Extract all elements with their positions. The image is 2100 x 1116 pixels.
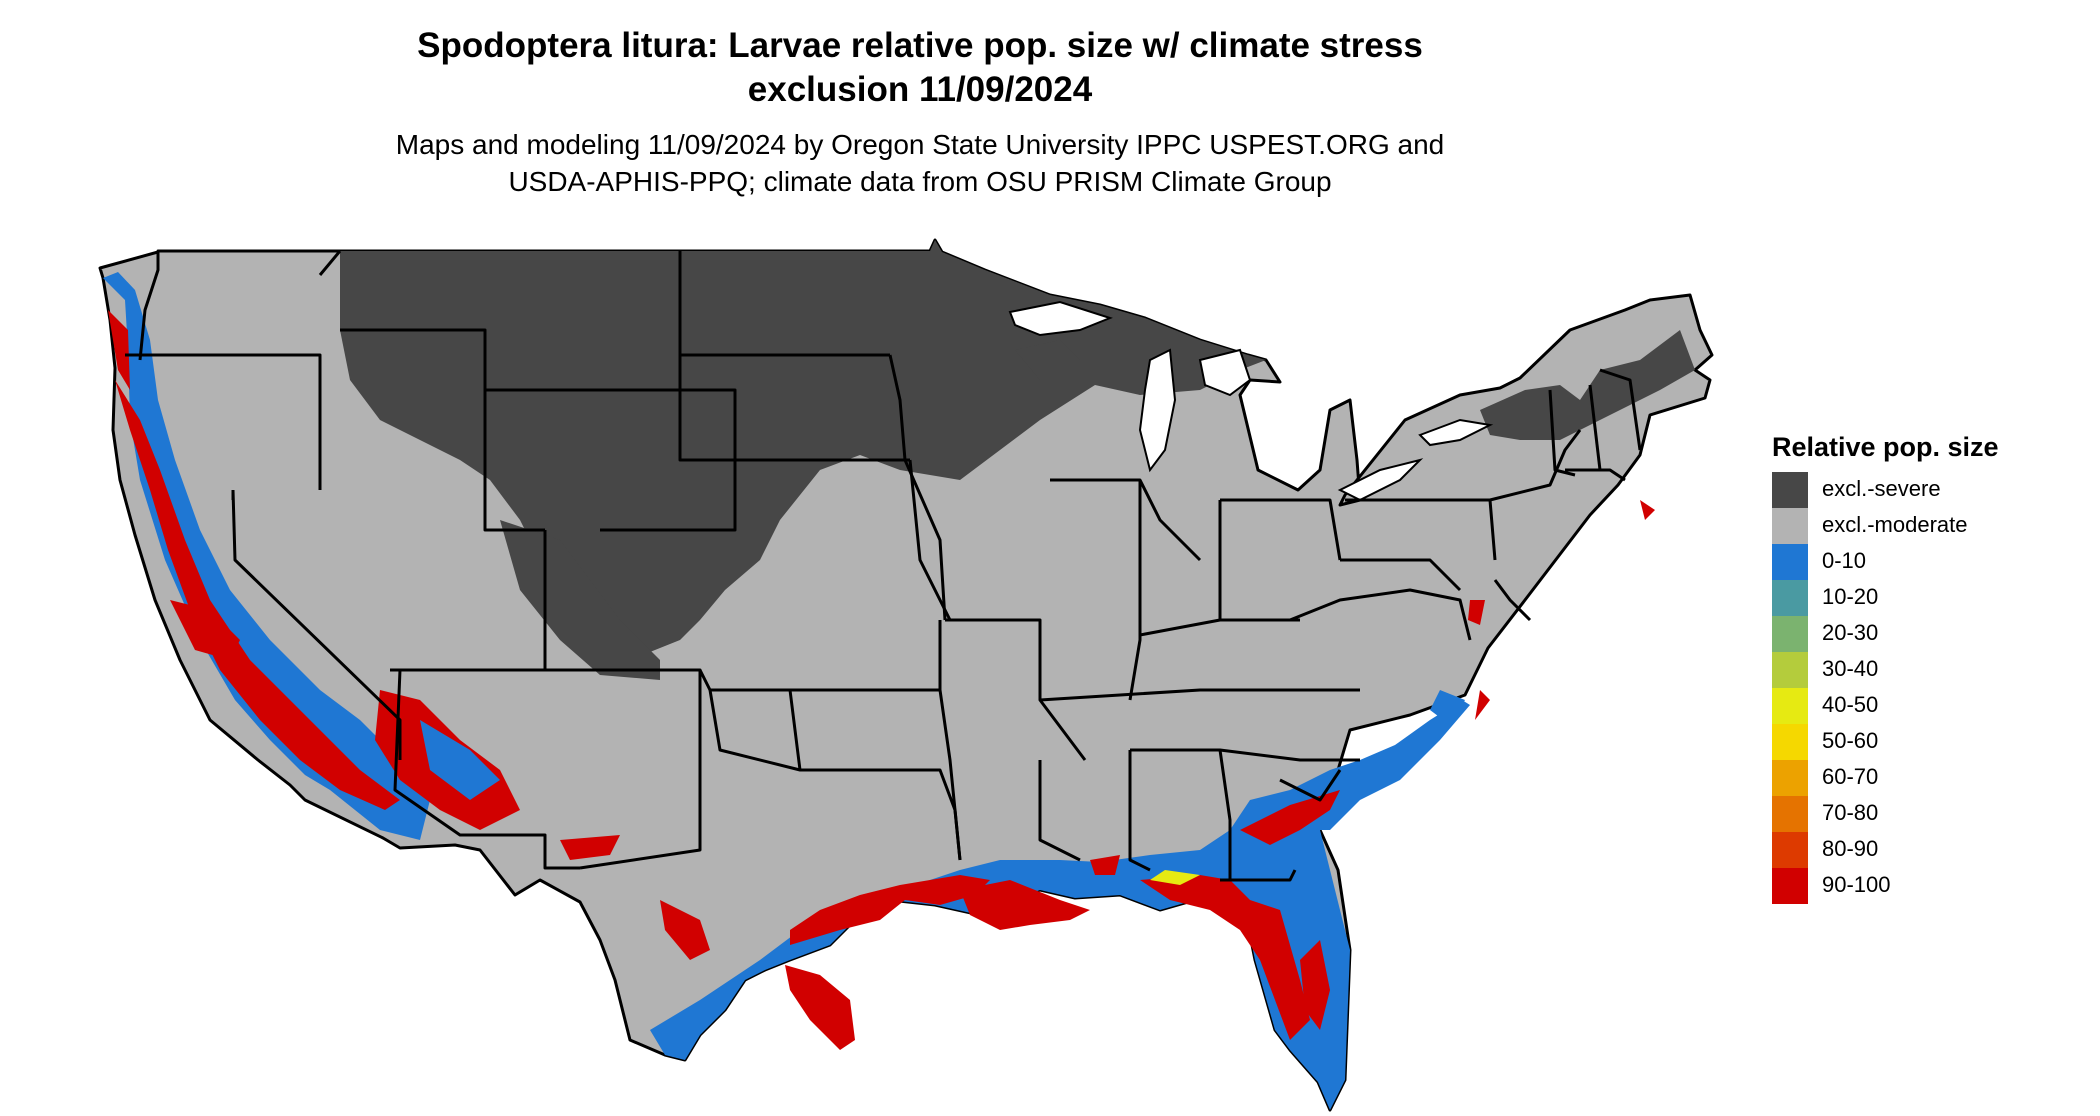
legend-swatch bbox=[1772, 760, 1808, 796]
legend-label: 40-50 bbox=[1822, 692, 1879, 717]
legend-swatch bbox=[1772, 796, 1808, 832]
legend-label: 20-30 bbox=[1822, 620, 1879, 645]
legend-label: 30-40 bbox=[1822, 656, 1879, 681]
legend-label: 70-80 bbox=[1822, 800, 1879, 825]
legend-swatch bbox=[1772, 688, 1808, 724]
legend-label: excl.-severe bbox=[1822, 476, 1941, 501]
west-suitability bbox=[103, 272, 710, 960]
legend-label: 10-20 bbox=[1822, 584, 1879, 609]
legend-swatch bbox=[1772, 616, 1808, 652]
map-title-line1: Spodoptera litura: Larvae relative pop. … bbox=[417, 26, 1423, 65]
great-lakes bbox=[1008, 300, 1494, 502]
legend-label: 50-60 bbox=[1822, 728, 1879, 753]
legend-swatch bbox=[1772, 544, 1808, 580]
legend-title: Relative pop. size bbox=[1772, 432, 1999, 462]
legend-label: 80-90 bbox=[1822, 836, 1879, 861]
map-title-line2: exclusion 11/09/2024 bbox=[747, 70, 1093, 109]
legend-label: 60-70 bbox=[1822, 764, 1879, 789]
legend-swatch bbox=[1772, 868, 1808, 904]
legend-swatch bbox=[1772, 580, 1808, 616]
legend-swatch bbox=[1772, 472, 1808, 508]
legend-label: excl.-moderate bbox=[1822, 512, 1968, 537]
southeast-suitability bbox=[650, 690, 1470, 1110]
severe-exclusion-regions bbox=[340, 240, 1695, 680]
map-subtitle-line1: Maps and modeling 11/09/2024 by Oregon S… bbox=[395, 129, 1445, 160]
map-subtitle-line2: USDA-APHIS-PPQ; climate data from OSU PR… bbox=[508, 166, 1332, 197]
legend-label: 0-10 bbox=[1822, 548, 1867, 573]
coastal-accents bbox=[1468, 500, 1655, 720]
legend-swatch bbox=[1772, 508, 1808, 544]
legend-label: 90-100 bbox=[1822, 872, 1891, 897]
legend-swatch bbox=[1772, 832, 1808, 868]
state-boundaries bbox=[125, 250, 1642, 882]
legend-swatch bbox=[1772, 652, 1808, 688]
legend-swatch bbox=[1772, 724, 1808, 760]
